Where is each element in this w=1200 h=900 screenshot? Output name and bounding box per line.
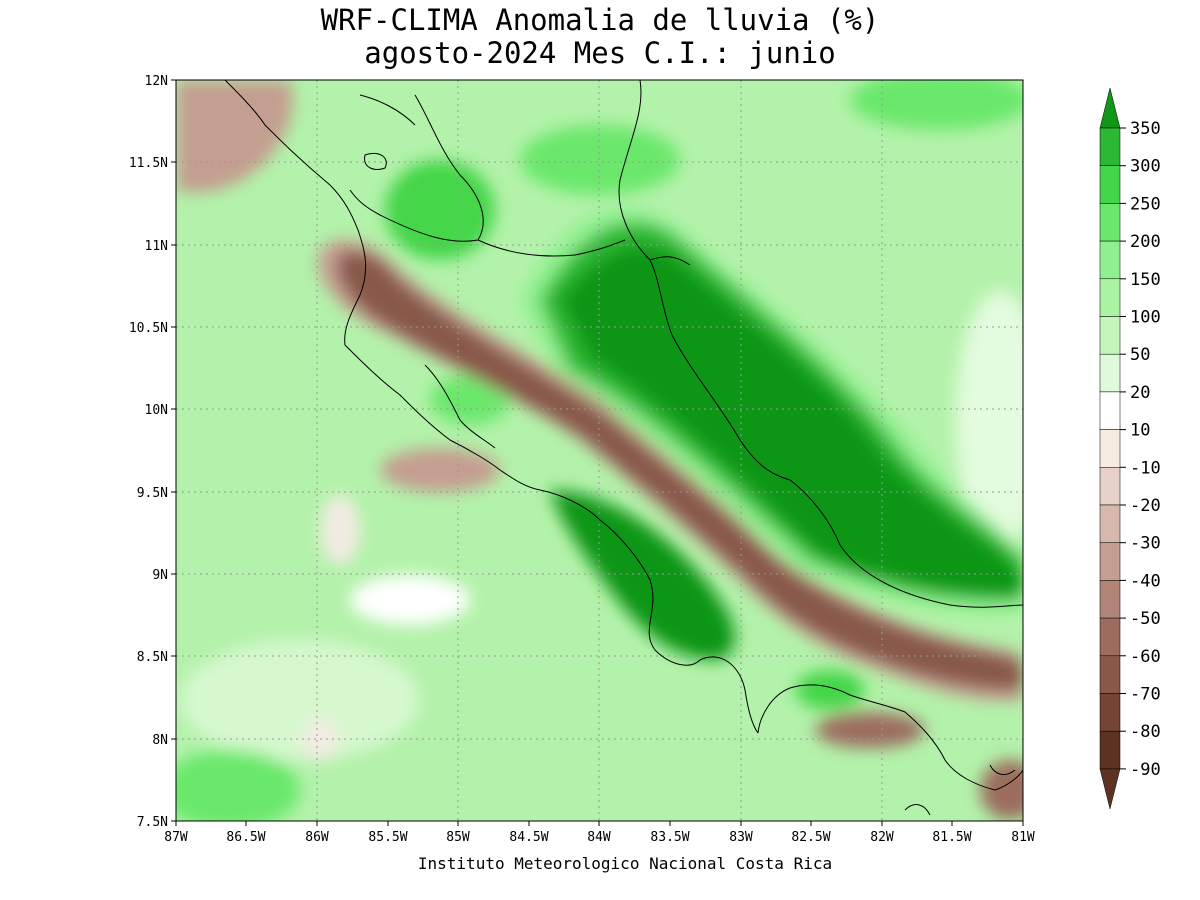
lat-tick-label: 7.5N xyxy=(137,815,168,830)
lat-tick-label: 11N xyxy=(145,239,168,254)
lat-tick-label: 10.5N xyxy=(129,321,168,336)
colorbar-cell xyxy=(1099,655,1121,694)
colorbar-cell xyxy=(1099,580,1121,619)
lat-tick-label: 8.5N xyxy=(137,650,168,665)
colorbar-cell xyxy=(1099,542,1121,581)
field-wet-zone xyxy=(176,750,300,821)
lat-tick-label: 12N xyxy=(145,74,168,89)
lon-tick-label: 82W xyxy=(870,830,894,845)
lon-tick-label: 86.5W xyxy=(226,830,265,845)
colorbar-label: 100 xyxy=(1130,308,1161,328)
field-wet-zone xyxy=(385,160,495,260)
colorbar-cell xyxy=(1099,617,1121,657)
lon-tick-label: 84.5W xyxy=(509,830,548,845)
colorbar-label: -30 xyxy=(1130,534,1161,554)
anomaly-field xyxy=(176,80,1023,821)
field-light-zone xyxy=(180,640,420,760)
tick-marks xyxy=(171,79,1024,826)
lat-tick-label: 9N xyxy=(152,568,168,583)
colorbar-label: 50 xyxy=(1130,345,1150,365)
lon-tick-label: 86W xyxy=(305,830,329,845)
lon-tick-label: 81W xyxy=(1011,830,1035,845)
colorbar-cell xyxy=(1099,240,1121,280)
lon-tick-label: 83W xyxy=(729,830,753,845)
field-light-zone xyxy=(955,290,1023,550)
colorbar-cells xyxy=(1099,87,1121,809)
map-title: WRF-CLIMA Anomalia de lluvia (%) xyxy=(320,3,880,37)
colorbar-cell xyxy=(1099,429,1121,468)
colorbar-cell xyxy=(1099,87,1121,129)
coastline xyxy=(224,80,1023,816)
lat-tick-label: 11.5N xyxy=(129,156,168,171)
map-subtitle: agosto-2024 Mes C.I.: junio xyxy=(364,36,836,70)
colorbar-label: -80 xyxy=(1130,722,1161,742)
lon-tick-labels: 87W 86.5W 86W 85.5W 85W 84.5W 84W 83.5W … xyxy=(164,830,1035,845)
colorbar-cell xyxy=(1099,467,1121,506)
field-neutral-zone xyxy=(302,718,338,762)
colorbar-cell xyxy=(1099,203,1121,242)
lat-tick-label: 9.5N xyxy=(137,486,168,501)
colorbar-label: 350 xyxy=(1130,119,1161,139)
colorbar-label: -60 xyxy=(1130,647,1161,667)
colorbar-cell xyxy=(1099,391,1121,430)
colorbar-label: -50 xyxy=(1130,609,1161,629)
colorbar-cell xyxy=(1099,165,1121,204)
colorbar-label: -20 xyxy=(1130,496,1161,516)
colorbar-cell xyxy=(1099,730,1121,770)
colorbar-labels: 350 300 250 200 150 100 50 20 10 -10 -20 -30 -40 -50 -… xyxy=(1120,119,1161,780)
field-neutral-zone xyxy=(320,495,360,565)
lon-tick-label: 87W xyxy=(164,830,188,845)
colorbar-label: -90 xyxy=(1130,760,1161,780)
field-wet-zone xyxy=(430,375,510,425)
credit-footer: Instituto Meteorologico Nacional Costa R… xyxy=(417,854,833,873)
colorbar-cell xyxy=(1099,316,1121,355)
field-dry-patch xyxy=(980,760,1023,820)
colorbar-cell xyxy=(1099,693,1121,732)
colorbar-label: 150 xyxy=(1130,270,1161,290)
colorbar-label: -70 xyxy=(1130,685,1161,705)
colorbar-label: -40 xyxy=(1130,571,1161,591)
colorbar-label: 10 xyxy=(1130,421,1150,441)
colorbar-label: 200 xyxy=(1130,232,1161,252)
colorbar-cell xyxy=(1099,353,1121,393)
lat-tick-label: 8N xyxy=(152,733,168,748)
field-dry-patch xyxy=(380,448,500,492)
colorbar-cell xyxy=(1099,127,1121,166)
lon-tick-label: 83.5W xyxy=(650,830,689,845)
field-wet-band-core xyxy=(560,245,1023,596)
colorbar-cell xyxy=(1099,768,1121,809)
lat-tick-labels: 12N 11.5N 11N 10.5N 10N 9.5N 9N 8.5N 8N … xyxy=(129,74,168,830)
colorbar-label: 20 xyxy=(1130,383,1150,403)
field-dry-band-core xyxy=(337,251,1023,691)
lat-tick-label: 10N xyxy=(145,403,168,418)
lon-tick-label: 82.5W xyxy=(791,830,830,845)
colorbar-cell xyxy=(1099,278,1121,317)
field-wet-patch-pacific xyxy=(550,490,735,660)
colorbar-label: -10 xyxy=(1130,458,1161,478)
field-wet-zone xyxy=(520,125,680,195)
field-neutral-zone xyxy=(350,575,470,625)
colorbar-cell xyxy=(1099,504,1121,543)
field-dry-patch xyxy=(815,712,925,748)
colorbar: 350 300 250 200 150 100 50 20 10 -10 -20 -30 -40 -50 -… xyxy=(1099,87,1161,809)
colorbar-label: 250 xyxy=(1130,194,1161,214)
lon-tick-label: 85W xyxy=(446,830,470,845)
lon-tick-label: 85.5W xyxy=(368,830,407,845)
field-wet-zone xyxy=(795,670,865,710)
field-wet-zone xyxy=(850,80,1023,130)
colorbar-label: 300 xyxy=(1130,157,1161,177)
field-dry-corner xyxy=(176,80,294,193)
lon-tick-label: 84W xyxy=(587,830,611,845)
lon-tick-label: 81.5W xyxy=(932,830,971,845)
